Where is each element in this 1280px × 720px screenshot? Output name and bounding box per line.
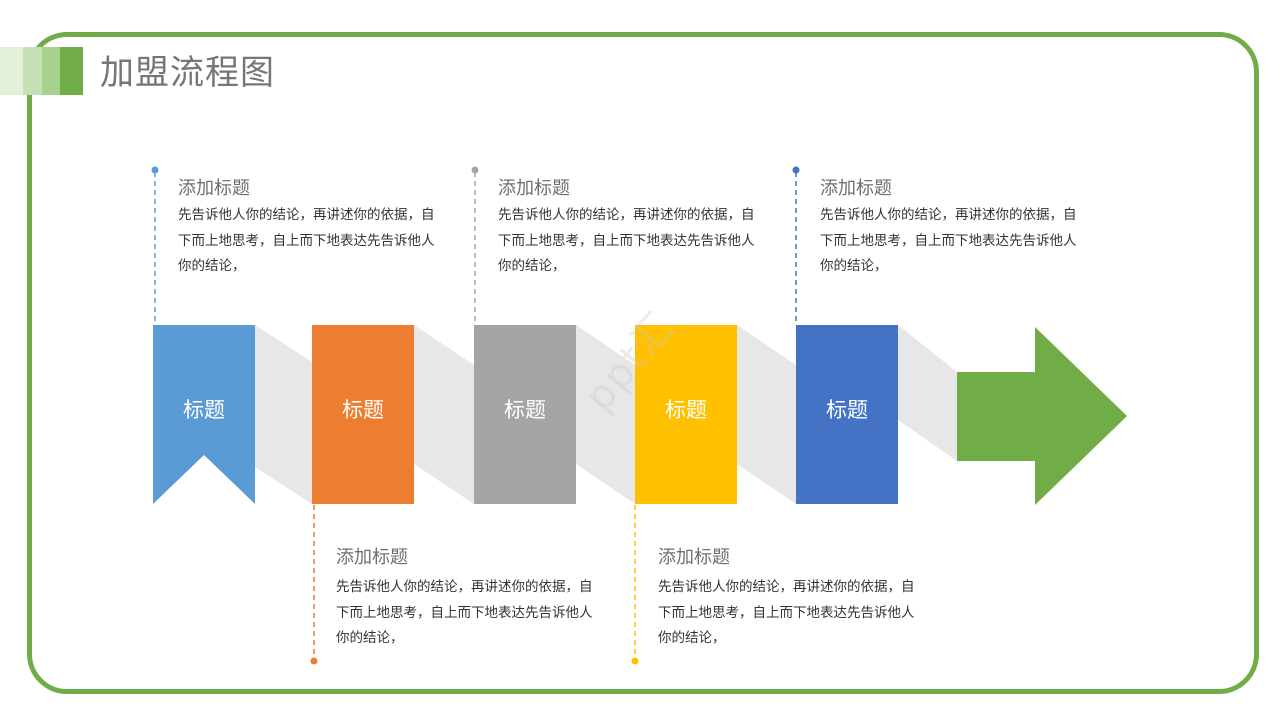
slide-frame <box>27 32 1259 694</box>
callout-body: 先告诉他人你的结论，再讲述你的依据，自 下而上地思考，自上而下地表达先告诉他人 … <box>498 203 778 280</box>
connector-dot-5 <box>792 166 800 174</box>
callout-body: 先告诉他人你的结论，再讲述你的依据，自 下而上地思考，自上而下地表达先告诉他人 … <box>658 575 938 652</box>
callout-line: 你的结论， <box>498 258 566 274</box>
step-block-4 <box>635 325 737 504</box>
step-block-1-ribbon <box>153 325 255 504</box>
shadow-5 <box>898 325 957 461</box>
accent-block-4 <box>60 47 83 95</box>
shadow-3 <box>576 325 635 504</box>
arrow-right-icon <box>957 327 1127 505</box>
callout-line: 下而上地思考，自上而下地表达先告诉他人 <box>178 232 435 249</box>
shadow-1 <box>255 325 312 504</box>
callout-line: 你的结论， <box>658 630 726 646</box>
step-label-1: 标题 <box>183 398 225 422</box>
callout-title: 添加标题 <box>178 178 250 199</box>
connector-dot-3 <box>471 166 479 174</box>
connector-dot-4 <box>631 657 639 665</box>
connector-dot-1 <box>151 166 159 174</box>
callout-line: 你的结论， <box>178 258 246 274</box>
callout-line: 下而上地思考，自上而下地表达先告诉他人 <box>498 232 755 249</box>
step-label-4: 标题 <box>665 398 707 422</box>
callout-line: 下而上地思考，自上而下地表达先告诉他人 <box>658 604 915 621</box>
step-block-3 <box>474 325 576 504</box>
callout-body: 先告诉他人你的结论，再讲述你的依据，自 下而上地思考，自上而下地表达先告诉他人 … <box>820 203 1100 280</box>
shadow-4 <box>737 325 796 504</box>
callout-title: 添加标题 <box>820 178 892 199</box>
callout-line: 先告诉他人你的结论，再讲述你的依据，自 <box>178 207 435 223</box>
callout-line: 先告诉他人你的结论，再讲述你的依据，自 <box>820 207 1077 223</box>
callout-line: 下而上地思考，自上而下地表达先告诉他人 <box>820 232 1077 249</box>
callout-line: 你的结论， <box>820 258 888 274</box>
accent-block-2 <box>23 47 42 95</box>
step-block-2 <box>312 325 414 504</box>
callout-title: 添加标题 <box>336 547 408 568</box>
connector-dot-2 <box>310 657 318 665</box>
step-block-5 <box>796 325 898 504</box>
callout-line: 先告诉他人你的结论，再讲述你的依据，自 <box>658 579 915 595</box>
callout-line: 你的结论， <box>336 630 404 646</box>
callout-body: 先告诉他人你的结论，再讲述你的依据，自 下而上地思考，自上而下地表达先告诉他人 … <box>336 575 616 652</box>
callout-line: 先告诉他人你的结论，再讲述你的依据，自 <box>336 579 593 595</box>
page-title: 加盟流程图 <box>100 53 275 93</box>
callout-line: 下而上地思考，自上而下地表达先告诉他人 <box>336 604 593 621</box>
shadow-2 <box>414 325 474 504</box>
accent-block-3 <box>42 47 60 95</box>
step-label-3: 标题 <box>504 398 546 422</box>
accent-block-1 <box>0 47 23 95</box>
step-label-5: 标题 <box>826 398 868 422</box>
callout-body: 先告诉他人你的结论，再讲述你的依据，自 下而上地思考，自上而下地表达先告诉他人 … <box>178 203 458 280</box>
callout-line: 先告诉他人你的结论，再讲述你的依据，自 <box>498 207 755 223</box>
callout-title: 添加标题 <box>658 547 730 568</box>
step-label-2: 标题 <box>342 398 384 422</box>
callout-title: 添加标题 <box>498 178 570 199</box>
